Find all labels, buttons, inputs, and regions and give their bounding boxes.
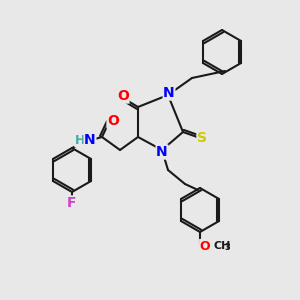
Text: 3: 3 bbox=[224, 244, 230, 253]
Text: N: N bbox=[84, 133, 96, 147]
Text: S: S bbox=[197, 131, 207, 145]
Text: N: N bbox=[163, 86, 175, 100]
Text: H: H bbox=[75, 134, 85, 146]
Text: N: N bbox=[156, 145, 168, 159]
Text: F: F bbox=[67, 196, 77, 210]
Text: O: O bbox=[107, 114, 119, 128]
Text: O: O bbox=[117, 89, 129, 103]
Text: CH: CH bbox=[214, 241, 231, 251]
Text: O: O bbox=[200, 239, 210, 253]
